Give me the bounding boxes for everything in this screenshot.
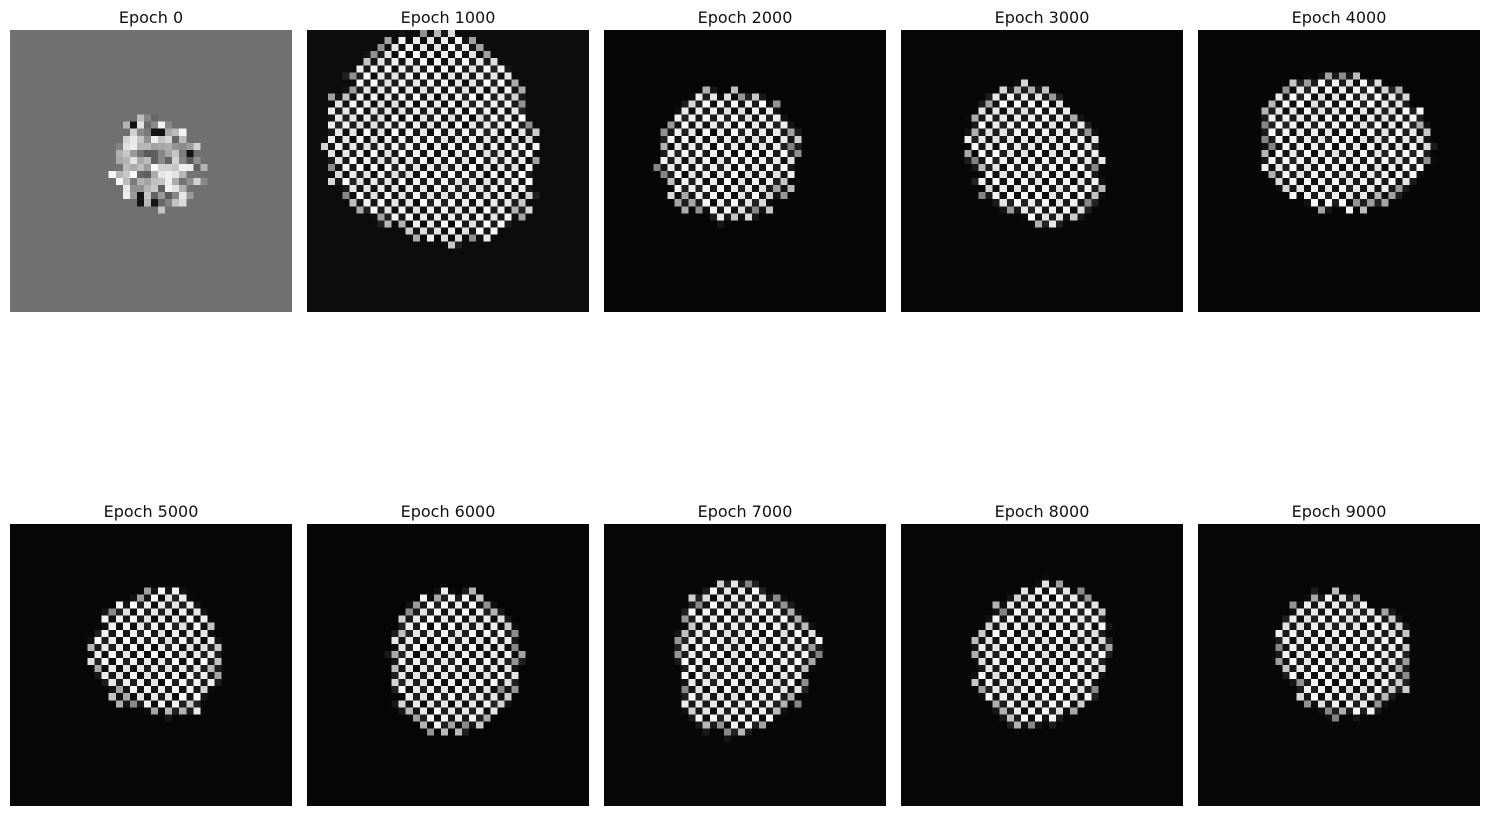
epoch-0-image — [10, 30, 292, 312]
panel-title: Epoch 9000 — [1291, 502, 1387, 521]
epoch-3000-image — [901, 30, 1183, 312]
panel-title: Epoch 1000 — [400, 8, 496, 27]
epoch-6000-image — [307, 524, 589, 806]
panel-title: Epoch 7000 — [697, 502, 793, 521]
epoch-7000-image — [604, 524, 886, 806]
panel-title: Epoch 6000 — [400, 502, 496, 521]
panel-title: Epoch 8000 — [994, 502, 1090, 521]
epoch-1000-image — [307, 30, 589, 312]
panel-title: Epoch 4000 — [1291, 8, 1387, 27]
panel-title: Epoch 0 — [118, 8, 184, 27]
epoch-9000-image — [1198, 524, 1480, 806]
panel-title: Epoch 2000 — [697, 8, 793, 27]
panel-title: Epoch 5000 — [103, 502, 199, 521]
epoch-5000-image — [10, 524, 292, 806]
epoch-4000-image — [1198, 30, 1480, 312]
panel-title: Epoch 3000 — [994, 8, 1090, 27]
epoch-2000-image — [604, 30, 886, 312]
epoch-8000-image — [901, 524, 1183, 806]
